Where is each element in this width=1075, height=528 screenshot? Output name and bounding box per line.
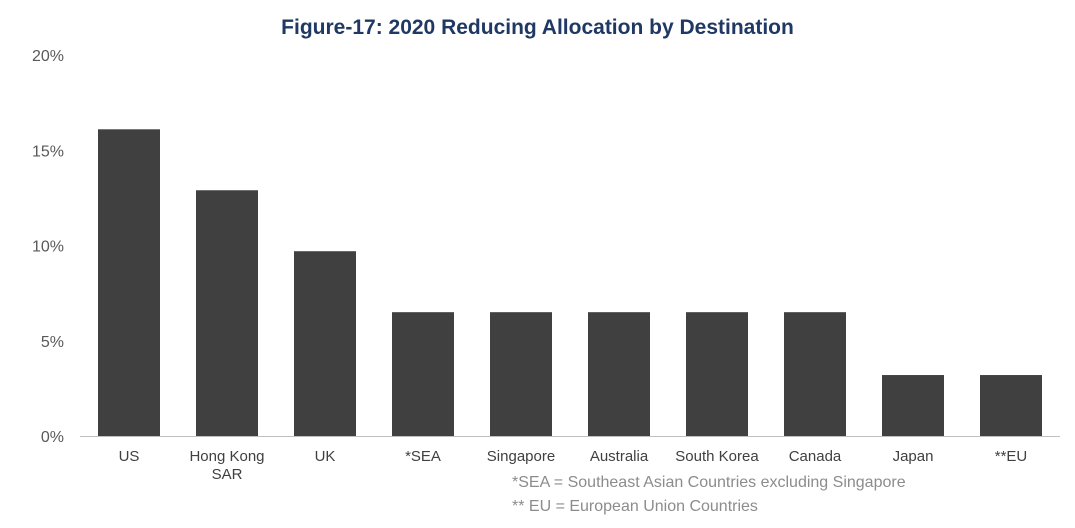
y-tick-label: 15% xyxy=(32,143,64,160)
bar xyxy=(98,129,160,437)
footnote-sea: *SEA = Southeast Asian Countries excludi… xyxy=(512,474,906,491)
x-tick-label: UK xyxy=(315,448,336,465)
bar xyxy=(882,375,944,436)
y-tick-label: 20% xyxy=(32,48,64,65)
x-tick-label: Australia xyxy=(590,448,649,465)
x-tick-label: Japan xyxy=(893,448,934,465)
bar xyxy=(294,251,356,436)
y-tick-label: 0% xyxy=(41,429,64,446)
y-tick-label: 5% xyxy=(41,334,64,351)
bar xyxy=(686,312,748,436)
x-tick-label: *SEA xyxy=(405,448,441,465)
bar xyxy=(196,190,258,436)
x-tick-label: US xyxy=(119,448,140,465)
bar xyxy=(784,312,846,436)
x-tick-label: **EU xyxy=(995,448,1028,465)
x-tick-label: Singapore xyxy=(487,448,555,465)
x-tick-label: Canada xyxy=(789,448,842,465)
chart-title: Figure-17: 2020 Reducing Allocation by D… xyxy=(281,16,794,39)
x-tick-label: South Korea xyxy=(675,448,759,465)
bar xyxy=(980,375,1042,436)
y-tick-label: 10% xyxy=(32,239,64,256)
x-tick-label: SAR xyxy=(212,466,243,483)
bar xyxy=(588,312,650,436)
bar xyxy=(392,312,454,436)
x-tick-label: Hong Kong xyxy=(189,448,264,465)
footnote-eu: ** EU = European Union Countries xyxy=(512,498,758,515)
bar xyxy=(490,312,552,436)
